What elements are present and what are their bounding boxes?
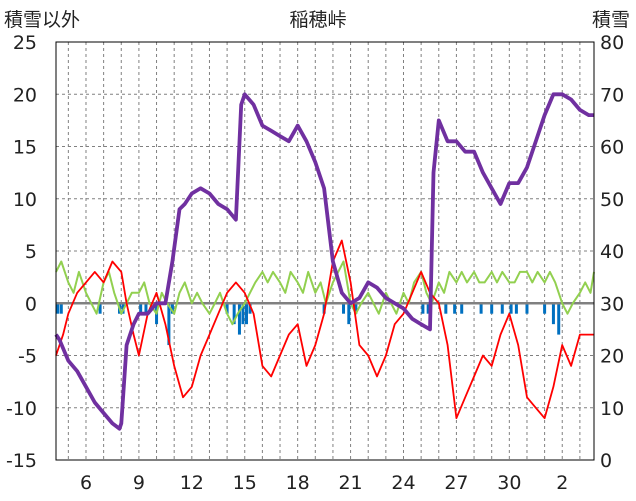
x-tick-label: 21: [338, 472, 362, 494]
precip-bar: [139, 303, 143, 314]
x-axis: 6 9 12 15 18 21 24 27 30 2: [80, 472, 568, 494]
left-axis: -15 -10 -5 0 5 10 15 20 25: [6, 32, 37, 472]
precip-bar: [170, 303, 174, 314]
left-tick-label: 0: [25, 293, 37, 315]
precip-bar: [557, 303, 561, 335]
precip-bar: [342, 303, 346, 314]
precip-bar: [543, 303, 547, 314]
precip-bar: [241, 303, 245, 325]
chart-title: 稲穂峠: [289, 9, 347, 31]
left-tick-label: 25: [13, 32, 37, 54]
x-tick-label: 9: [133, 472, 145, 494]
x-tick-label: 6: [80, 472, 92, 494]
precip-bar: [500, 303, 504, 314]
precip-bar: [347, 303, 351, 325]
precip-bar: [245, 303, 249, 325]
precip-bar: [460, 303, 464, 314]
precip-bar: [354, 303, 358, 314]
right-tick-label: 50: [600, 189, 624, 211]
left-axis-title: 積雪以外: [4, 9, 81, 31]
x-tick-label: 24: [391, 472, 415, 494]
x-tick-label: 30: [497, 472, 521, 494]
temperature-line: [55, 239, 594, 420]
precip-bar: [237, 303, 241, 335]
x-tick-label: 27: [444, 472, 468, 494]
right-tick-label: 60: [600, 137, 624, 159]
precip-bar: [453, 303, 457, 314]
left-tick-label: 5: [25, 241, 37, 263]
right-tick-label: 10: [600, 398, 624, 420]
left-tick-label: -5: [18, 346, 37, 368]
precip-bar: [426, 303, 430, 314]
precip-bar: [144, 303, 148, 314]
precip-bars: [56, 303, 561, 346]
right-tick-label: 30: [600, 293, 624, 315]
precip-bar: [551, 303, 555, 325]
precip-bar: [525, 303, 529, 314]
right-tick-label: 20: [600, 346, 624, 368]
precip-bar: [444, 303, 448, 314]
left-tick-label: 10: [13, 189, 37, 211]
right-tick-label: 40: [600, 241, 624, 263]
precip-bar: [59, 303, 63, 314]
right-tick-label: 70: [600, 84, 624, 106]
precip-bar: [490, 303, 494, 314]
series-lines: [54, 41, 595, 461]
x-tick-label: 2: [556, 472, 568, 494]
precip-bar: [514, 303, 518, 314]
left-tick-label: -15: [6, 450, 37, 472]
x-tick-label: 12: [180, 472, 204, 494]
gridlines: [56, 41, 594, 461]
precip-bar: [421, 303, 425, 314]
precip-bar: [56, 303, 60, 314]
right-axis: 0 10 20 30 40 50 60 70 80: [600, 32, 624, 472]
left-tick-label: -10: [6, 398, 37, 420]
right-axis-title: 積雪: [591, 9, 630, 31]
precip-bar: [509, 303, 513, 314]
left-tick-label: 15: [13, 137, 37, 159]
left-tick-label: 20: [13, 84, 37, 106]
right-tick-label: 0: [600, 450, 612, 472]
plot-frame: [55, 41, 595, 461]
plot-area: [56, 42, 594, 460]
precip-bar: [167, 303, 171, 346]
x-tick-label: 15: [233, 472, 257, 494]
x-tick-label: 18: [286, 472, 310, 494]
snow-depth-line: [54, 92, 594, 431]
precip-bar: [248, 303, 252, 314]
precip-bar: [225, 303, 229, 314]
precip-bar: [479, 303, 483, 314]
precip-bar: [232, 303, 236, 325]
precip-bar: [98, 303, 102, 314]
right-tick-label: 80: [600, 32, 624, 54]
